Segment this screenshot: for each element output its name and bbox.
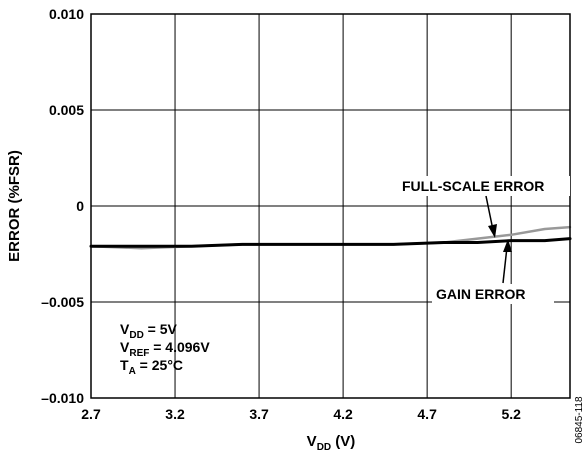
y-tick-label: 0.010 — [49, 6, 84, 22]
gain-arrow-head — [503, 239, 512, 252]
full-scale-error-label: FULL-SCALE ERROR — [402, 178, 544, 194]
y-tick-label: 0 — [76, 198, 84, 214]
condition-vdd: VDD = 5V — [120, 321, 178, 341]
series-lines — [89, 225, 572, 250]
x-axis-title: VDD (V) — [307, 433, 356, 452]
x-tick-label: 4.2 — [333, 406, 353, 422]
x-tick-labels: 2.7 3.2 3.7 4.2 4.7 5.2 — [81, 406, 521, 422]
y-tick-label: –0.005 — [41, 294, 84, 310]
y-tick-label: –0.010 — [41, 390, 84, 406]
gain-arrow-shaft — [502, 246, 508, 284]
gain-error-label: GAIN ERROR — [436, 286, 525, 302]
full-scale-arrow-shaft — [485, 195, 494, 231]
y-tick-label: 0.005 — [49, 102, 84, 118]
y-tick-labels: 0.010 0.005 0 –0.005 –0.010 — [41, 6, 84, 406]
x-tick-label: 4.7 — [417, 406, 437, 422]
x-tick-label: 5.2 — [501, 406, 521, 422]
condition-vref: VREF = 4.096V — [120, 339, 210, 359]
gain-label-bg — [432, 284, 554, 304]
gain-error-line — [89, 237, 572, 248]
full-scale-arrow-head — [488, 224, 497, 238]
x-tick-label: 2.7 — [81, 406, 101, 422]
condition-ta: TA = 25°C — [120, 357, 183, 377]
x-tick-label: 3.7 — [249, 406, 269, 422]
y-axis-title: ERROR (%FSR) — [6, 150, 23, 262]
figure-id: 06845-118 — [574, 396, 585, 444]
plot-frame — [90, 13, 571, 399]
full-scale-label-bg — [398, 176, 570, 196]
x-tick-label: 3.2 — [165, 406, 185, 422]
